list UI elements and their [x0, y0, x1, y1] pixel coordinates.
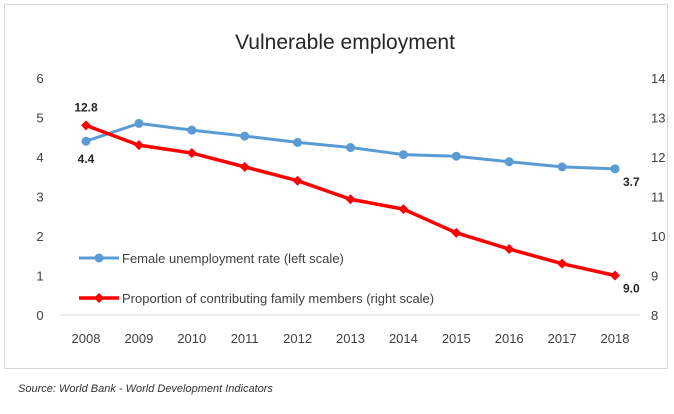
series-point	[610, 164, 620, 174]
left-tick-label: 5	[36, 111, 43, 126]
right-tick-label: 9	[651, 269, 658, 284]
left-tick-label: 2	[36, 229, 43, 244]
x-tick-label: 2016	[495, 331, 524, 346]
series-point	[187, 125, 197, 135]
series-point	[186, 148, 197, 159]
data-label: 9.0	[623, 282, 640, 296]
x-tick-label: 2012	[283, 331, 312, 346]
series-point	[293, 137, 303, 147]
legend-label: Proportion of contributing family member…	[122, 291, 434, 306]
series-point	[504, 244, 515, 255]
x-tick-label: 2018	[601, 331, 630, 346]
series-point	[292, 175, 303, 186]
x-tick-label: 2009	[124, 331, 153, 346]
data-labels: 4.4 12.8 3.7 9.0	[74, 100, 640, 295]
left-axis: 0 1 2 3 4 5 6	[36, 71, 43, 323]
right-tick-label: 8	[651, 308, 658, 323]
left-tick-label: 4	[36, 150, 43, 165]
series-point	[451, 227, 462, 238]
series-point	[398, 204, 409, 215]
data-label: 12.8	[74, 100, 98, 114]
x-tick-label: 2010	[177, 331, 206, 346]
x-tick-label: 2014	[389, 331, 418, 346]
left-tick-label: 0	[36, 308, 43, 323]
left-tick-label: 6	[36, 71, 43, 86]
series-point	[239, 161, 250, 172]
chart-frame	[4, 4, 668, 369]
data-label: 3.7	[623, 175, 640, 189]
series-point	[451, 151, 461, 161]
series-point	[504, 157, 514, 167]
series-point	[346, 143, 355, 153]
source-note: Source: World Bank - World Development I…	[18, 383, 273, 395]
series-point	[240, 131, 250, 141]
series-point	[610, 270, 620, 281]
legend: Female unemployment rate (left scale) Pro…	[79, 251, 434, 306]
x-tick-label: 2017	[548, 331, 577, 346]
series-point	[557, 258, 568, 269]
series-point	[557, 162, 567, 172]
left-tick-label: 1	[36, 269, 43, 284]
right-tick-label: 13	[651, 111, 665, 126]
x-axis: 2008 2009 2010 2011 2012 2013 2014 2015 2016 2017…	[72, 331, 630, 346]
right-tick-label: 11	[651, 190, 665, 205]
series-point	[134, 118, 144, 128]
x-tick-label: 2013	[336, 331, 365, 346]
legend-label: Female unemployment rate (left scale)	[122, 251, 344, 266]
right-tick-label: 12	[651, 150, 665, 165]
x-tick-label: 2011	[231, 331, 259, 346]
series-point	[345, 194, 356, 205]
x-tick-label: 2008	[72, 331, 101, 346]
data-label: 4.4	[78, 152, 95, 166]
legend-swatch-marker	[94, 293, 104, 303]
left-tick-label: 3	[36, 190, 43, 205]
series-layer	[81, 118, 620, 281]
legend-swatch-marker	[94, 253, 104, 263]
series-point	[81, 136, 91, 146]
chart-title: Vulnerable employment	[235, 31, 455, 54]
right-tick-label: 10	[651, 229, 665, 244]
x-tick-label: 2015	[442, 331, 471, 346]
series-point	[133, 140, 144, 151]
right-tick-label: 14	[651, 71, 665, 86]
series-point	[398, 150, 408, 160]
series-point	[81, 120, 91, 131]
right-axis: 8 9 10 11 12 13 14	[651, 71, 665, 323]
